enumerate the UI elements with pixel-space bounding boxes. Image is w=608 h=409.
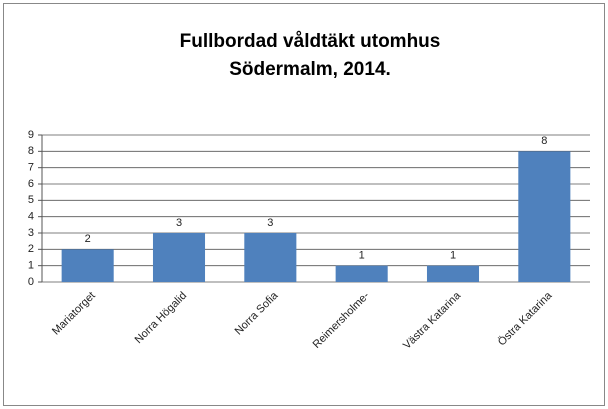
y-tick-label: 7	[28, 162, 34, 174]
chart-title: Södermalm, 2014.	[229, 59, 391, 80]
chart-title: Fullbordad våldtäkt utomhus	[180, 31, 441, 52]
bar	[244, 233, 297, 282]
bar	[518, 151, 571, 282]
y-tick-label: 6	[28, 178, 34, 190]
y-tick-label: 2	[28, 243, 34, 255]
y-tick-label: 8	[28, 145, 34, 157]
bar	[152, 233, 206, 282]
y-tick-label: 0	[28, 276, 34, 288]
chart-frame	[3, 3, 605, 406]
data-label: 1	[450, 250, 456, 262]
data-label: 8	[541, 135, 547, 147]
y-tick-label: 5	[28, 194, 34, 206]
bar	[335, 265, 388, 282]
data-label: 3	[267, 217, 273, 229]
data-label: 2	[85, 233, 91, 245]
y-tick-label: 4	[28, 211, 34, 223]
bar	[61, 249, 114, 282]
y-tick-label: 3	[28, 227, 34, 239]
y-tick-label: 1	[28, 260, 34, 272]
data-label: 1	[359, 250, 365, 262]
data-label: 3	[176, 217, 182, 229]
bar	[426, 265, 480, 282]
y-tick-label: 9	[28, 129, 34, 141]
